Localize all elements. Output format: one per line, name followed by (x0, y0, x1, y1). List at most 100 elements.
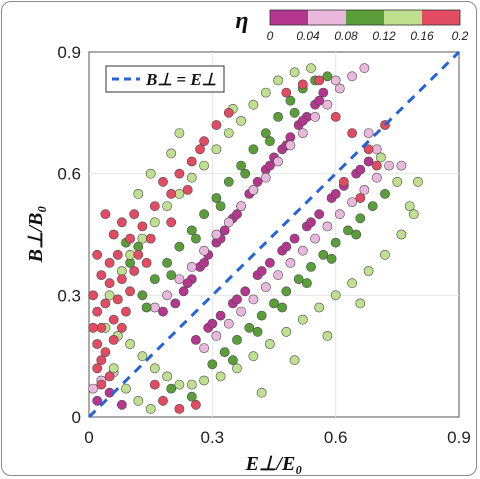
scatter-point (396, 229, 407, 240)
y-tick-label: 0 (72, 408, 81, 427)
colorbar-segment (384, 10, 422, 25)
scatter-point (404, 201, 415, 211)
legend-entry: B⊥ = E⊥ (145, 70, 217, 89)
scatter-point (330, 112, 341, 122)
scatter-point (232, 363, 242, 374)
scatter-point (92, 363, 103, 374)
scatter-point (141, 257, 152, 268)
x-tick-label: 0.9 (447, 428, 471, 447)
scatter-point (223, 318, 234, 329)
scatter-point (343, 225, 353, 236)
scatter-point (318, 249, 329, 260)
scatter-point (289, 233, 300, 244)
scatter-point (355, 164, 366, 175)
colorbar-border (269, 9, 461, 26)
scatter-point (281, 326, 292, 337)
scatter-point (264, 257, 275, 268)
scatter-point (162, 201, 172, 211)
scatter-point (162, 371, 172, 382)
scatter-point (240, 168, 251, 179)
scatter-point (232, 334, 242, 345)
x-tick-label: 0.3 (201, 428, 225, 447)
x-tick-label: 0 (84, 428, 93, 447)
scatter-point (96, 270, 107, 280)
scatter-point (248, 294, 259, 305)
colorbar (269, 9, 461, 26)
scatter-point (186, 391, 197, 402)
scatter-point (96, 379, 107, 390)
scatter-chart: 0 0.3 0.6 0.9 0 0.3 0.6 0.9 E⊥/E₀ B⊥/B₀ η 0 0.0… (25, 8, 471, 475)
scatter-point (211, 193, 222, 203)
scatter-point (223, 128, 234, 139)
scatter-point (318, 87, 329, 98)
scatter-point (215, 310, 226, 321)
scatter-point (158, 176, 168, 187)
scatter-point (211, 229, 222, 240)
scatter-point (199, 209, 209, 220)
scatter-point (236, 306, 246, 317)
scatter-point (145, 233, 156, 244)
scatter-point (158, 306, 168, 317)
scatter-point (100, 209, 111, 220)
scatter-point (256, 266, 267, 276)
scatter-point (149, 363, 160, 374)
scatter-point (149, 201, 160, 211)
colorbar-tick-label: 0.04 (296, 29, 320, 43)
scatter-point (252, 326, 263, 337)
scatter-point (306, 63, 316, 74)
scatter-point (281, 286, 292, 297)
reference-line-group (87, 50, 461, 419)
scatter-point (125, 233, 136, 244)
scatter-point (314, 75, 325, 86)
scatter-point (408, 209, 419, 220)
scatter-point (297, 314, 308, 325)
x-tick-labels: 0 0.3 0.6 0.9 (84, 428, 471, 447)
scatter-point (371, 144, 382, 155)
scatter-point (125, 286, 136, 297)
scatter-point (252, 176, 263, 187)
scatter-point (137, 233, 148, 244)
scatter-point (211, 330, 222, 341)
scatter-point (273, 112, 283, 122)
scatter-point (412, 176, 423, 187)
scatter-point (186, 156, 197, 167)
scatter-point (306, 261, 316, 272)
scatter-point (260, 87, 271, 98)
scatter-point (289, 355, 300, 366)
scatter-point (347, 278, 357, 289)
scatter-point (207, 318, 218, 329)
scatter-point (223, 176, 234, 187)
scatter-point (359, 184, 370, 195)
scatter-point (190, 399, 201, 410)
scatter-point (396, 160, 407, 171)
scatter-point (133, 188, 144, 199)
colorbar-tick-labels: 0 0.04 0.08 0.12 0.16 0.2 (267, 29, 469, 43)
y-tick-label: 0.6 (57, 165, 81, 184)
scatter-point (195, 144, 205, 155)
scatter-point (314, 95, 325, 106)
scatter-point (182, 278, 193, 289)
scatter-point (174, 188, 185, 199)
scatter-point (108, 334, 119, 345)
scatter-point (347, 197, 357, 207)
scatter-point (260, 128, 271, 139)
scatter-point (104, 290, 115, 301)
scatter-point (334, 209, 345, 220)
scatter-point (88, 290, 98, 301)
x-tick-label: 0.6 (324, 428, 348, 447)
scatter-point (363, 144, 374, 155)
scatter-point (355, 298, 366, 309)
reference-line (87, 50, 461, 419)
scatter-point (264, 160, 275, 171)
scatter-point (108, 363, 119, 374)
scatter-point (121, 383, 131, 394)
scatter-point (375, 152, 386, 163)
scatter-point (314, 209, 325, 220)
colorbar-tick-label: 0.12 (372, 29, 396, 43)
scatter-point (104, 257, 115, 268)
scatter-point (158, 395, 168, 406)
colorbar-segment (422, 10, 460, 25)
scatter-point (199, 375, 209, 386)
scatter-point (260, 282, 271, 293)
scatter-point (273, 75, 283, 86)
